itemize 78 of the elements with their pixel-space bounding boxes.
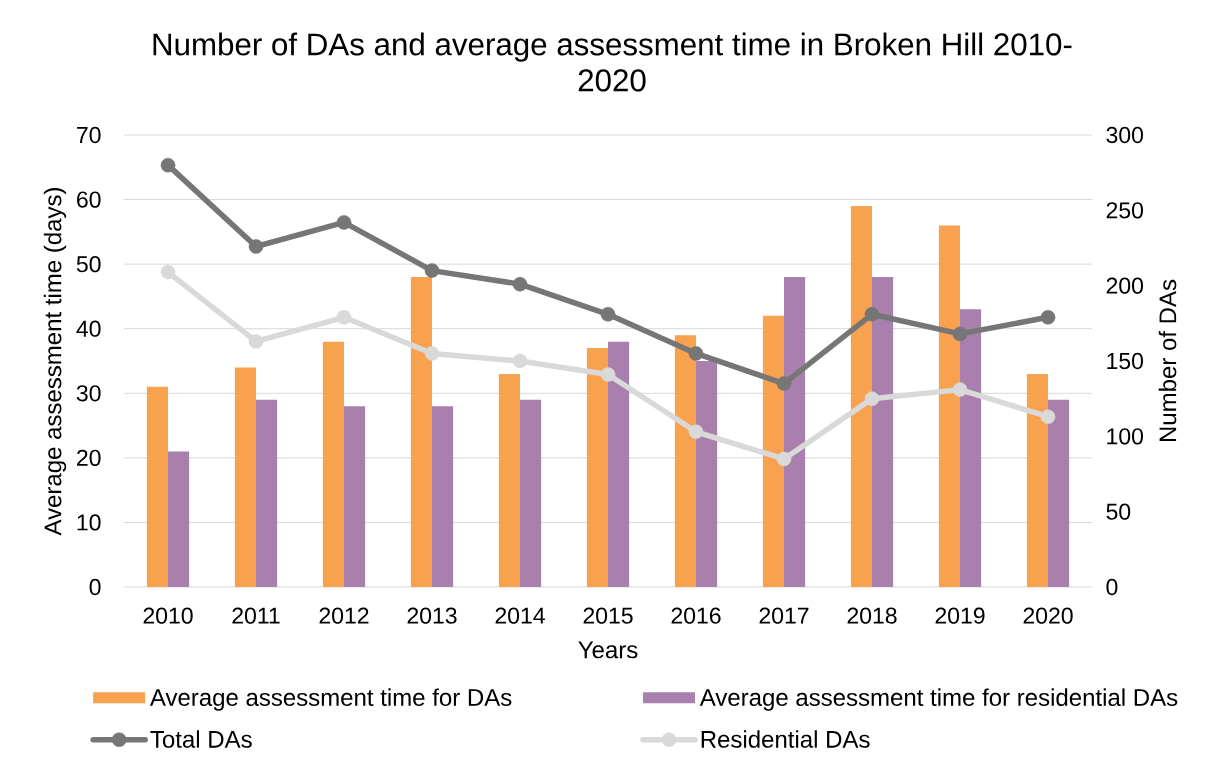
point [952,382,968,397]
x-tick-label: 2013 [407,607,457,624]
bar [784,277,806,587]
bar [168,451,190,587]
bar [520,399,542,587]
x-tick-label: 2019 [935,607,985,624]
legend-label: Average assessment time for DAs [149,688,512,711]
bar [872,277,894,587]
x-tick-label: 2018 [847,607,897,624]
bar [586,348,609,587]
point [952,326,968,342]
point [864,307,880,322]
y-tick-label: 30 [76,385,101,402]
point [1040,409,1056,424]
y-tick-label: 10 [77,514,101,531]
bar [850,206,873,587]
bar [608,341,630,587]
y2-tick-label: 0 [1106,578,1118,596]
point [160,157,176,173]
x-axis-title: Years [578,641,638,659]
bar [344,406,366,587]
bar [1048,399,1070,587]
point [512,276,528,292]
point [512,353,528,369]
y-tick-label: 0 [89,578,101,596]
point [600,367,616,382]
point [688,346,704,361]
bar [938,225,961,587]
bar [256,399,278,587]
point [1040,310,1056,325]
x-tick-label: 2015 [583,607,633,624]
x-tick-label: 2011 [232,607,280,624]
x-tick-label: 2012 [319,607,369,624]
point [336,310,352,325]
x-tick-label: 2016 [671,607,721,624]
point [336,215,352,230]
y-axis-title: Average assessment time (days) [43,188,67,536]
x-tick-label: 2017 [759,607,809,624]
x-tick-label: 2010 [143,607,193,624]
bar [762,315,785,587]
point [424,346,440,361]
y2-tick-label: 300 [1106,126,1143,144]
bar [674,335,697,587]
point [248,239,264,254]
bar [410,277,432,587]
bar [960,309,982,587]
bar [696,361,718,587]
point [864,391,880,406]
point [160,264,176,280]
x-tick-label: 2020 [1023,607,1073,624]
legend-label: Residential DAs [701,730,870,748]
y-tick-label: 70 [77,126,101,144]
y2-tick-label: 150 [1107,352,1143,370]
y-tick-label: 60 [77,191,101,208]
bar [498,373,520,587]
point [776,451,792,467]
point [248,334,264,349]
y2-tick-label: 50 [1106,503,1131,520]
point [600,307,616,322]
bar [146,386,168,587]
y2-tick-label: 100 [1107,428,1143,445]
point [424,263,440,278]
legend-label: Average assessment time for residential DAs [699,688,1178,711]
legend-label: Total DAs [150,730,252,748]
y-tick-label: 20 [77,449,101,466]
point [776,376,792,391]
y-tick-label: 40 [76,320,101,337]
y2-tick-label: 250 [1106,202,1143,219]
x-tick-label: 2014 [495,607,545,624]
y-tick-label: 50 [76,256,101,273]
point [688,424,704,440]
y2-tick-label: 200 [1106,277,1143,294]
chart-title: Number of DAs and average assessment time in Broken Hill 2010-2020 [153,32,1072,92]
bar [234,367,256,587]
bar [432,406,454,587]
bar [322,341,344,587]
y2-axis-title: Number of DAs [1158,279,1177,442]
bar [1026,373,1049,587]
